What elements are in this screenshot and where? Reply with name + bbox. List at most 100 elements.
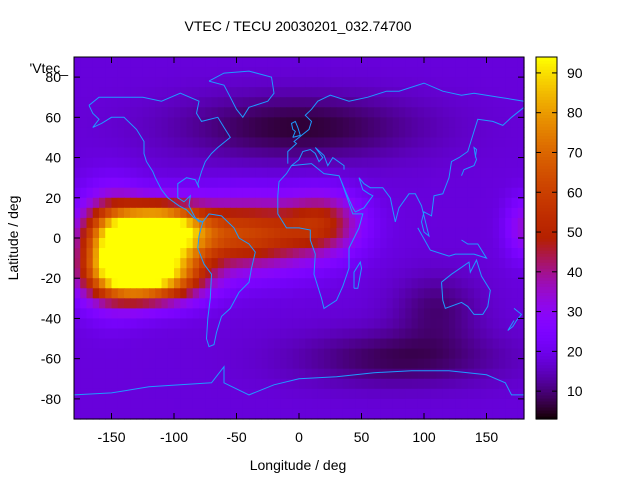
heatmap-cell bbox=[355, 107, 363, 118]
colorbar-step bbox=[536, 310, 557, 315]
heatmap-cell bbox=[417, 137, 425, 149]
heatmap-cell bbox=[136, 288, 144, 299]
heatmap-cell bbox=[399, 217, 406, 229]
heatmap-cell bbox=[267, 278, 275, 289]
heatmap-cell bbox=[86, 107, 94, 118]
heatmap-cell bbox=[324, 378, 331, 390]
heatmap-cell bbox=[474, 67, 481, 78]
heatmap-cell bbox=[417, 87, 425, 98]
heatmap-cell bbox=[461, 207, 469, 219]
heatmap-cell bbox=[411, 97, 419, 108]
heatmap-cell bbox=[417, 328, 425, 340]
heatmap-cell bbox=[386, 408, 394, 420]
heatmap-cell bbox=[330, 338, 338, 350]
heatmap-cell bbox=[249, 388, 256, 400]
heatmap-cell bbox=[467, 328, 475, 340]
heatmap-cell bbox=[361, 167, 369, 179]
chart-title: VTEC / TECU 20030201_032.74700 bbox=[184, 18, 411, 34]
heatmap-cell bbox=[217, 207, 225, 219]
heatmap-cell bbox=[267, 288, 275, 299]
heatmap-cell bbox=[111, 238, 119, 249]
heatmap-cell bbox=[442, 107, 450, 118]
heatmap-cell bbox=[417, 177, 425, 189]
heatmap-cell bbox=[130, 197, 138, 209]
heatmap-cell bbox=[505, 87, 513, 98]
heatmap-cell bbox=[86, 137, 94, 149]
heatmap-cell bbox=[105, 388, 113, 400]
heatmap-cell bbox=[86, 217, 94, 229]
heatmap-cell bbox=[199, 368, 206, 380]
heatmap-cell bbox=[486, 268, 494, 279]
heatmap-cell bbox=[449, 328, 456, 340]
heatmap-cell bbox=[342, 268, 350, 279]
heatmap-cell bbox=[286, 127, 294, 139]
heatmap-cell bbox=[374, 127, 381, 139]
heatmap-cell bbox=[492, 187, 500, 199]
heatmap-cell bbox=[292, 328, 300, 340]
heatmap-cell bbox=[411, 258, 419, 269]
heatmap-cell bbox=[249, 207, 256, 219]
heatmap-cell bbox=[449, 137, 456, 149]
heatmap-cell bbox=[136, 278, 144, 289]
heatmap-cell bbox=[199, 358, 206, 370]
heatmap-cell bbox=[136, 167, 144, 179]
heatmap-cell bbox=[355, 177, 363, 189]
heatmap-cell bbox=[317, 388, 325, 400]
heatmap-cell bbox=[511, 167, 519, 179]
heatmap-cell bbox=[255, 157, 263, 169]
heatmap-cell bbox=[199, 318, 206, 330]
heatmap-cell bbox=[111, 408, 119, 420]
heatmap-cell bbox=[380, 127, 388, 139]
heatmap-cell bbox=[417, 358, 425, 370]
heatmap-cell bbox=[299, 87, 306, 98]
heatmap-cell bbox=[342, 308, 350, 320]
heatmap-cell bbox=[305, 348, 313, 360]
heatmap-cell bbox=[505, 298, 513, 309]
heatmap-cell bbox=[480, 358, 488, 370]
heatmap-cell bbox=[274, 127, 281, 139]
heatmap-cell bbox=[449, 107, 456, 118]
heatmap-cell bbox=[336, 207, 344, 219]
heatmap-cell bbox=[267, 57, 275, 68]
heatmap-cell bbox=[230, 127, 238, 139]
heatmap-cell bbox=[130, 207, 138, 219]
heatmap-cell bbox=[436, 117, 444, 128]
heatmap-cell bbox=[349, 278, 356, 289]
heatmap-cell bbox=[274, 368, 281, 380]
colorbar-step bbox=[536, 292, 557, 296]
heatmap-cell bbox=[286, 308, 294, 320]
heatmap-cell bbox=[442, 378, 450, 390]
heatmap-cell bbox=[80, 348, 88, 360]
heatmap-cell bbox=[161, 107, 169, 118]
heatmap-cell bbox=[386, 368, 394, 380]
heatmap-cell bbox=[186, 398, 194, 410]
heatmap-cell bbox=[361, 67, 369, 78]
heatmap-cell bbox=[361, 87, 369, 98]
heatmap-cell bbox=[492, 338, 500, 350]
heatmap-cell bbox=[436, 358, 444, 370]
heatmap-cell bbox=[161, 368, 169, 380]
heatmap-cell bbox=[374, 107, 381, 118]
heatmap-cell bbox=[99, 408, 106, 420]
heatmap-cell bbox=[317, 187, 325, 199]
heatmap-cell bbox=[224, 137, 231, 149]
heatmap-cell bbox=[249, 167, 256, 179]
heatmap-cell bbox=[74, 288, 81, 299]
heatmap-cell bbox=[117, 298, 125, 309]
heatmap-cell bbox=[474, 318, 481, 330]
heatmap-cell bbox=[461, 288, 469, 299]
heatmap-cell bbox=[117, 238, 125, 249]
heatmap-cell bbox=[330, 147, 338, 159]
heatmap-cell bbox=[199, 268, 206, 279]
heatmap-cell bbox=[505, 308, 513, 320]
heatmap-cell bbox=[505, 318, 513, 330]
heatmap-cell bbox=[242, 388, 250, 400]
heatmap-cell bbox=[299, 328, 306, 340]
heatmap-cell bbox=[480, 258, 488, 269]
heatmap-cell bbox=[392, 207, 400, 219]
heatmap-cell bbox=[136, 207, 144, 219]
heatmap-cell bbox=[255, 378, 263, 390]
heatmap-cell bbox=[436, 227, 444, 239]
heatmap-cell bbox=[361, 107, 369, 118]
heatmap-cell bbox=[474, 187, 481, 199]
